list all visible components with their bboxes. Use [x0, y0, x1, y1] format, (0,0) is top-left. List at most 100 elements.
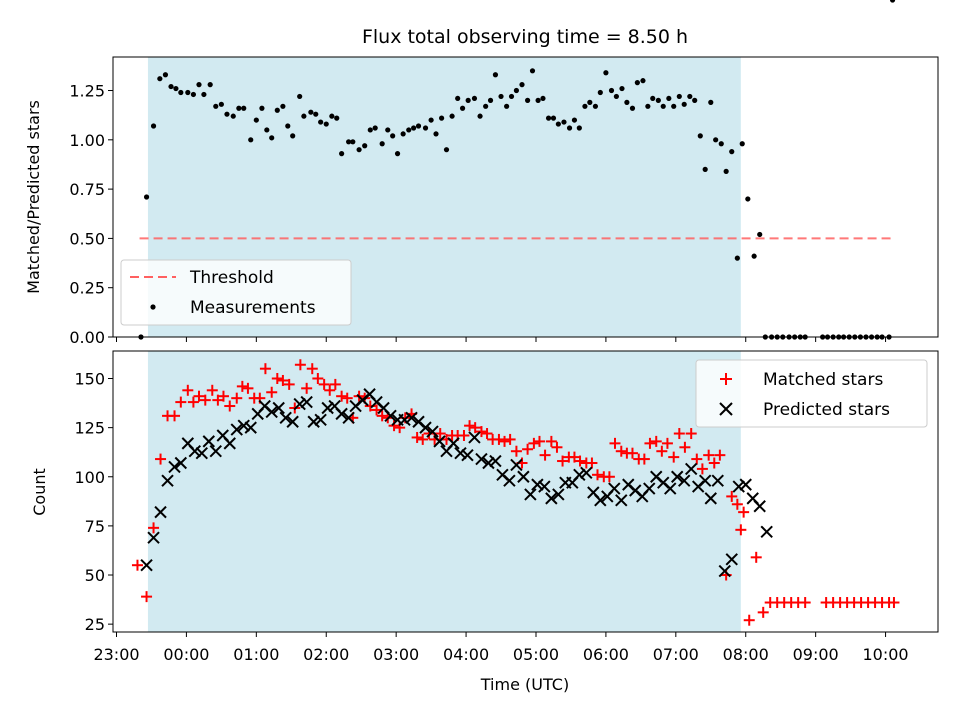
measurement-point	[718, 141, 724, 147]
ratio-axes-frame	[112, 56, 939, 338]
predicted-star-point	[594, 494, 607, 507]
measurement-point	[471, 95, 478, 102]
matched-star-point	[757, 606, 769, 618]
measurement-point	[157, 76, 163, 82]
matched-star-point	[464, 420, 476, 432]
predicted-star-point	[552, 488, 565, 501]
predicted-star-point	[314, 413, 327, 426]
matched-star-point	[341, 392, 353, 404]
matched-star-point	[306, 363, 318, 375]
measurement-point	[178, 89, 184, 96]
predicted-star-point	[698, 474, 712, 487]
x-tick-label: 06:00	[583, 645, 629, 664]
predicted-star-point	[307, 415, 320, 428]
measurement-point	[334, 115, 340, 121]
measurement-point	[339, 151, 345, 157]
measurement-point	[729, 149, 735, 155]
measurement-point	[390, 133, 396, 139]
measurement-point	[498, 93, 504, 100]
measurement-point	[274, 107, 280, 113]
measurement-point	[406, 127, 412, 133]
measurement-point	[550, 115, 557, 121]
measurement-point	[433, 131, 439, 137]
y-tick-label: 1.00	[69, 131, 105, 150]
matched-star-point	[206, 384, 218, 396]
matched-star-point	[324, 384, 336, 396]
predicted-star-point	[643, 482, 656, 495]
measurement-point	[739, 141, 745, 147]
matched-star-point	[510, 445, 522, 457]
matched-star-point	[312, 373, 324, 385]
measurement-point	[587, 99, 593, 105]
predicted-star-point	[293, 397, 306, 411]
x-tick-label: 05:00	[513, 645, 559, 664]
measurement-point	[751, 253, 757, 259]
x-tick-label: 02:00	[303, 645, 349, 664]
matched-star-point	[743, 614, 755, 626]
measurement-point	[613, 93, 619, 100]
predicted-star-point	[209, 445, 222, 458]
matched-star-point	[703, 449, 715, 461]
matched-star-point	[533, 435, 545, 447]
measurement-point	[264, 127, 270, 133]
measurements-legend-label: Measurements	[190, 298, 316, 318]
matched-star-point	[735, 524, 747, 536]
y-tick-label: 0.75	[69, 180, 105, 199]
measurement-point	[571, 117, 578, 123]
measurement-point	[301, 113, 307, 119]
matched-legend-swatch	[720, 373, 732, 385]
measurement-point	[439, 115, 445, 121]
x-tick-label: 10:00	[863, 645, 909, 664]
matched-star-point	[182, 384, 194, 396]
matched-star-point	[551, 441, 563, 453]
matched-star-point	[493, 433, 505, 445]
count-panel: 25 50 75 100 125 150 23:00 00:00 01:00 02:00 03:0…	[30, 350, 939, 694]
predicted-star-point	[678, 474, 691, 487]
x-tick-label: 23:00	[93, 645, 139, 664]
count-y-ticks: 25 50 75 100 125 150	[74, 370, 113, 634]
predicted-star-points	[140, 388, 773, 578]
matched-star-point	[668, 451, 680, 463]
measurement-point	[443, 147, 450, 153]
matched-star-point	[545, 435, 557, 447]
predicted-star-point	[419, 421, 432, 434]
measurement-point	[508, 93, 515, 100]
predicted-legend-swatch	[719, 402, 733, 416]
chart-title: Flux total observing time = 8.50 h	[362, 26, 688, 48]
predicted-star-point	[510, 458, 523, 472]
matched-star-point	[411, 431, 423, 443]
matched-star-point	[193, 390, 205, 402]
predicted-star-point	[188, 445, 202, 458]
measurement-point	[692, 97, 698, 103]
count-legend-box	[695, 359, 928, 428]
predicted-star-point	[503, 474, 516, 487]
matched-star-point	[475, 426, 487, 438]
matched-star-point	[236, 380, 248, 392]
matched-star-point	[212, 394, 224, 406]
matched-star-point	[586, 457, 598, 469]
measurement-point	[545, 115, 552, 121]
count-legend: Matched stars Predicted stars	[695, 359, 928, 428]
measurement-point	[168, 83, 174, 90]
predicted-star-point	[321, 401, 334, 415]
matched-star-point	[592, 469, 604, 481]
measurement-point	[619, 85, 625, 92]
measurement-point	[634, 80, 640, 86]
matched-star-point	[691, 453, 703, 465]
predicted-star-point	[732, 480, 745, 493]
matched-star-point	[259, 363, 271, 375]
measurement-point	[224, 111, 230, 117]
predicted-star-point	[265, 405, 278, 419]
predicted-star-point	[454, 446, 467, 460]
measurement-point	[504, 103, 510, 109]
measurement-point	[290, 133, 296, 139]
ratio-y-ticks: 0.00 0.25 0.50 0.75 1.00 1.25	[69, 82, 113, 347]
measurement-point	[640, 78, 646, 84]
count-axes-frame	[112, 350, 939, 633]
measurement-point	[582, 103, 588, 109]
y-tick-label: 0.50	[69, 229, 105, 248]
predicted-star-point	[140, 558, 153, 572]
matched-star-point	[417, 433, 429, 445]
measurement-point	[411, 125, 417, 131]
measurement-point	[566, 125, 573, 131]
